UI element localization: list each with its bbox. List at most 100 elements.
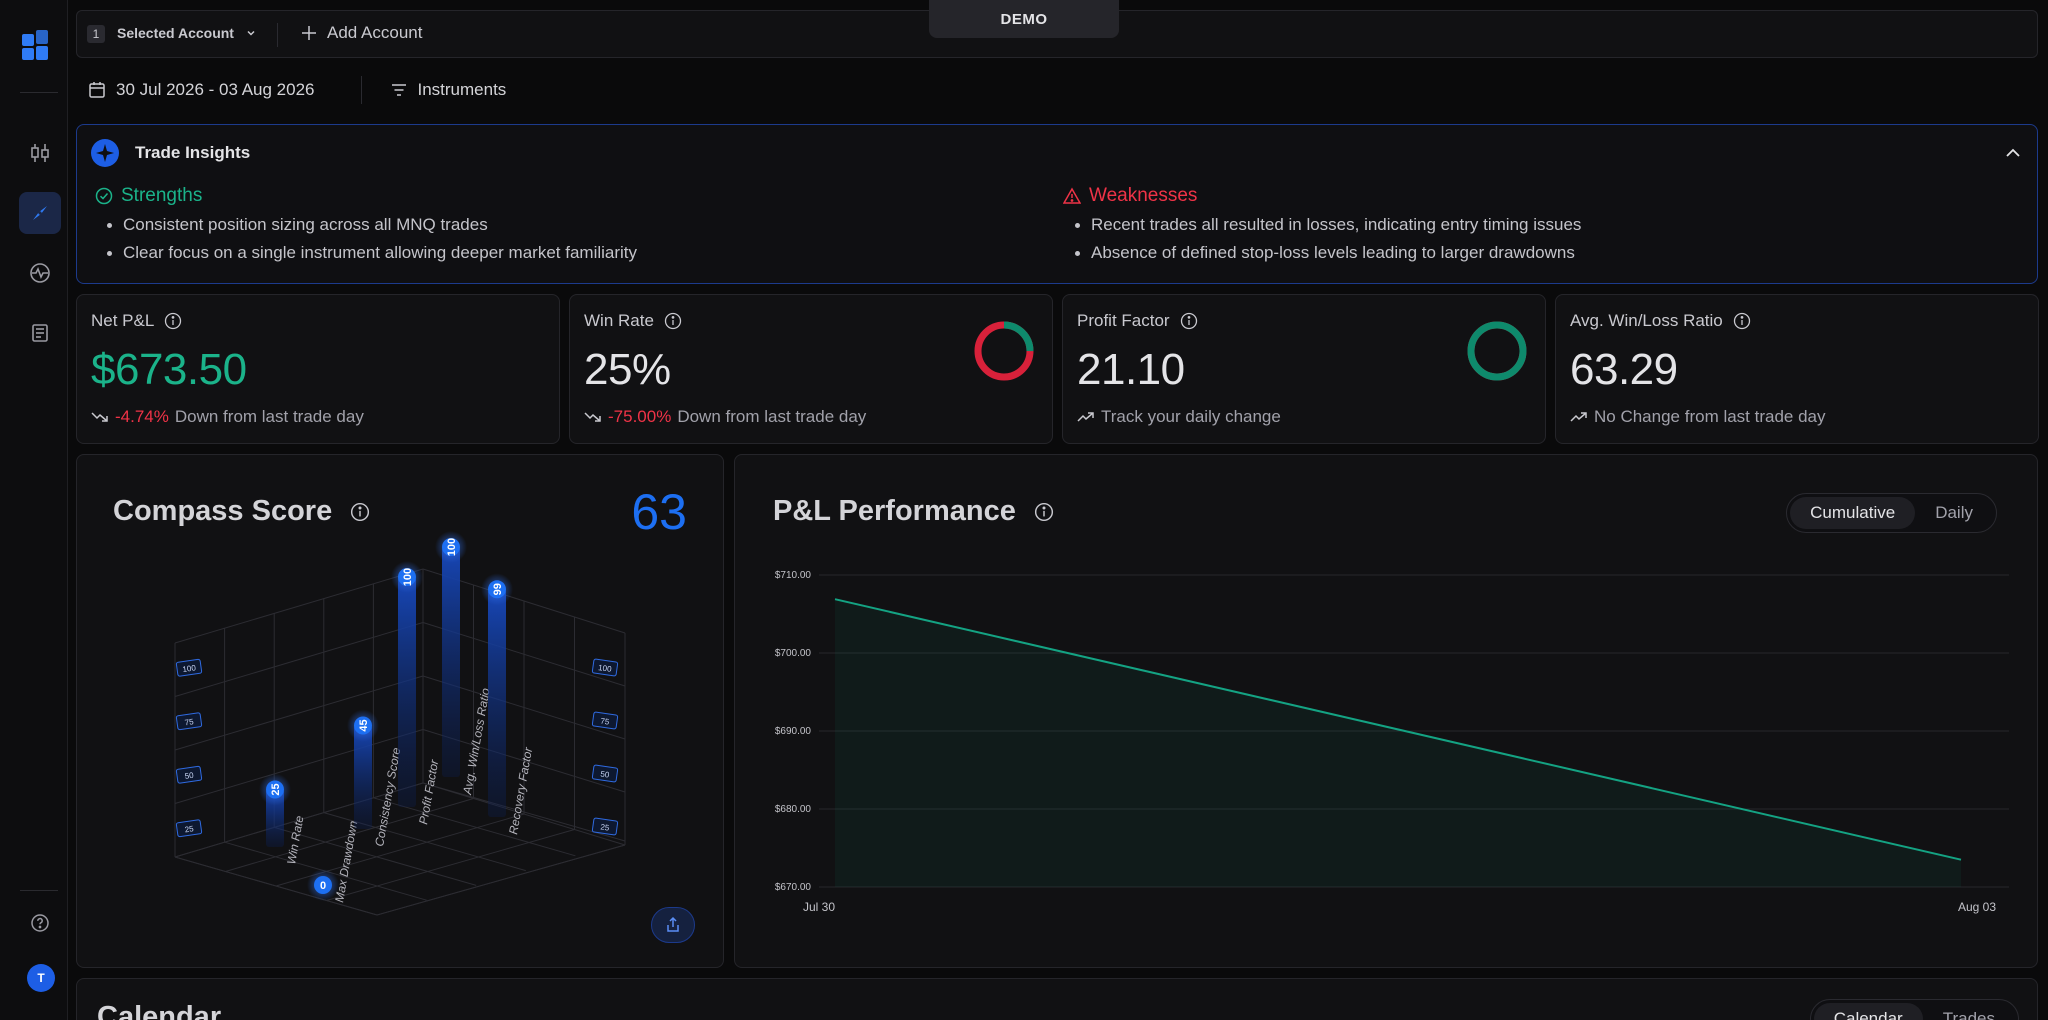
donut-filled [974,321,1034,381]
filter-icon [391,84,406,96]
account-selector[interactable]: Selected Account [117,25,234,41]
app-logo[interactable] [22,30,52,62]
tab-calendar[interactable]: Calendar [1813,1003,1923,1020]
stat-subtext: No Change from last trade day [1594,407,1826,426]
insights-logo-icon [91,139,119,167]
bar-label: Profit Factor [416,758,441,826]
account-number-badge: 1 [87,25,105,43]
win-rate-donut [974,321,1034,381]
add-account-button[interactable]: Add Account [301,23,422,43]
strength-item: Clear focus on a single instrument allow… [95,239,637,267]
panel-title: P&L Performance [773,495,1016,527]
sidebar-divider [20,890,58,891]
stat-value: $673.50 [91,345,247,394]
compass-bar [259,773,291,847]
stat-card-profit-factor: Profit Factor 21.10 Track your daily cha… [1062,294,1546,444]
axis-tick: 25 [175,819,203,838]
divider [277,23,278,47]
trend-down-icon [91,412,108,422]
calendar-icon [89,82,105,98]
svg-text:75: 75 [600,716,611,726]
stat-card-net-pnl: Net P&L $673.50 -4.74% Down from last tr… [76,294,560,444]
weakness-item: Absence of defined stop-loss levels lead… [1063,239,1581,267]
date-range-label: 30 Jul 2026 - 03 Aug 2026 [116,80,315,99]
stat-value: 63.29 [1570,345,1678,394]
y-tick-label: $700.00 [775,648,812,659]
compass-bar [391,561,423,807]
info-icon[interactable] [164,312,182,330]
avatar[interactable]: T [27,964,55,992]
share-button[interactable] [651,907,695,943]
stat-card-win-rate: Win Rate 25% -75.00% Down from last trad… [569,294,1053,444]
chevron-up-icon[interactable] [2003,143,2023,163]
strengths-title: Strengths [121,185,203,206]
y-tick-label: $710.00 [775,570,812,581]
info-icon[interactable] [1180,312,1198,330]
info-icon[interactable] [664,312,682,330]
info-icon[interactable] [350,502,370,522]
svg-text:75: 75 [184,717,195,727]
bar-value: 99 [492,583,504,595]
plus-icon [302,26,316,40]
axis-tick: 50 [591,764,619,783]
pnl-line [834,598,1962,861]
stat-subtext: Track your daily change [1101,407,1281,426]
stat-change: -75.00% [608,407,672,426]
calendar-panel: Calendar Calendar Trades [76,978,2038,1020]
trend-down-icon [584,412,601,422]
pnl-line-chart: $670.00 $680.00 $690.00 $700.00 $710.00 Jul 3… [775,570,2009,914]
sidebar-item-pulse[interactable] [19,252,61,294]
sidebar-item-trades[interactable] [19,132,61,174]
axis-tick: 25 [591,817,619,836]
trend-up-icon [1077,412,1094,422]
sidebar-divider [20,92,58,93]
check-circle-icon [95,187,113,205]
help-icon [31,914,49,932]
x-tick-label: Jul 30 [803,900,835,914]
warning-icon [1063,187,1081,204]
compass-grid [174,568,626,916]
help-button[interactable] [19,902,61,944]
bar-value: 25 [270,783,282,795]
tab-cumulative[interactable]: Cumulative [1790,497,1916,529]
x-tick-label: Aug 03 [1958,900,1996,914]
panel-title: Compass Score [113,495,333,527]
pnl-performance-panel: P&L Performance Cumulative Daily $670.00… [734,454,2038,968]
compass-bar [435,531,467,777]
weakness-item: Recent trades all resulted in losses, in… [1063,211,1581,239]
insights-title: Trade Insights [135,143,251,162]
info-icon[interactable] [1733,312,1751,330]
tab-daily[interactable]: Daily [1935,503,1973,522]
pnl-mode-toggle: Cumulative Daily [1786,493,1997,533]
svg-text:25: 25 [600,822,611,832]
calendar-view-toggle: Calendar Trades [1809,999,2019,1020]
axis-tick: 75 [175,712,203,731]
compass-3d-chart: 100 100 75 75 50 50 25 25 25 Win Rate 0 Max Drawdow… [174,531,626,916]
svg-text:100: 100 [182,663,197,674]
compass-bar [347,709,379,829]
add-account-label: Add Account [327,23,423,42]
trend-up-icon [1570,412,1587,422]
stat-card-avg-win-loss: Avg. Win/Loss Ratio 63.29 No Change from… [1555,294,2039,444]
bar-label: Avg. Win/Loss Ratio [460,687,493,797]
date-range-picker[interactable]: 30 Jul 2026 - 03 Aug 2026 [88,80,315,100]
y-tick-label: $680.00 [775,804,812,815]
pulse-icon [30,263,50,283]
strengths-section: Strengths Consistent position sizing acr… [95,185,637,267]
tab-trades[interactable]: Trades [1942,1009,1995,1020]
axis-tick: 100 [591,658,619,677]
panel-title: Calendar [97,1001,222,1020]
bar-value: 100 [402,568,414,586]
weaknesses-title: Weaknesses [1089,185,1198,206]
instruments-filter[interactable]: Instruments [390,80,507,100]
bar-label: Win Rate [284,814,306,865]
donut-filled [1467,321,1527,381]
sidebar-item-compass[interactable] [19,192,61,234]
chevron-down-icon[interactable] [245,27,257,39]
info-icon[interactable] [1034,502,1054,522]
bar-label: Max Drawdown [332,819,360,903]
instruments-label: Instruments [417,80,507,99]
stat-subtext: Down from last trade day [174,407,364,426]
stat-label: Net P&L [91,311,155,330]
sidebar-item-journal[interactable] [19,312,61,354]
